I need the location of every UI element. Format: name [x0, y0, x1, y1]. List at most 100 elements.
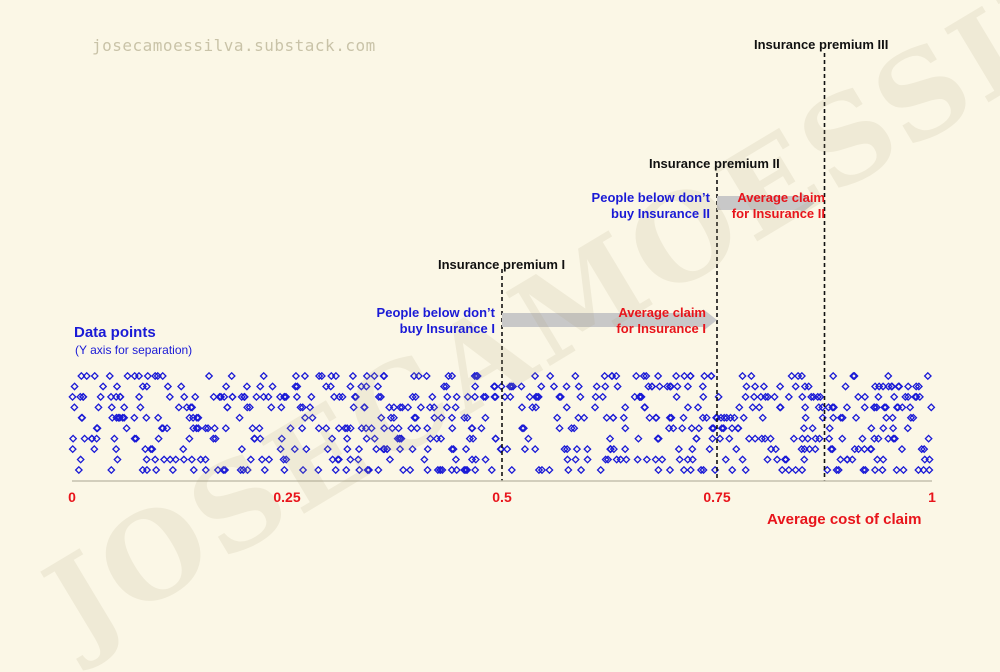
data-point [260, 465, 269, 475]
data-point [878, 382, 888, 391]
data-point [77, 371, 86, 381]
data-point [463, 392, 472, 402]
data-point [94, 403, 103, 412]
data-point [651, 455, 660, 464]
avg-i-line2: for Insurance I [616, 321, 706, 336]
data-point [719, 424, 728, 433]
data-point [373, 382, 383, 391]
data-point [248, 424, 257, 433]
data-point [537, 382, 546, 391]
data-point [673, 382, 682, 391]
data-point [452, 392, 461, 402]
data-point [518, 424, 527, 433]
data-point [362, 371, 372, 381]
data-point [314, 371, 324, 381]
data-point [842, 403, 852, 412]
data-point [496, 444, 505, 454]
data-point [298, 403, 307, 412]
data-point [609, 444, 618, 454]
data-point [396, 403, 405, 412]
data-point [564, 465, 573, 475]
data-point [317, 371, 326, 381]
data-point [828, 444, 837, 454]
data-point [669, 424, 678, 433]
below-ii-line2: buy Insurance II [611, 206, 710, 221]
data-point [314, 465, 323, 475]
data-point [292, 392, 302, 402]
data-point [755, 403, 764, 412]
data-point [849, 371, 858, 381]
data-point [766, 444, 776, 454]
data-point [678, 424, 687, 433]
data-point [530, 371, 540, 381]
data-point [797, 444, 806, 454]
data-point [665, 465, 675, 475]
data-point [674, 444, 683, 454]
data-point [209, 434, 218, 443]
data-point [545, 465, 554, 475]
data-point [490, 392, 499, 402]
data-point [277, 434, 286, 443]
data-point [192, 424, 201, 433]
data-point [394, 424, 403, 433]
data-point [243, 403, 252, 412]
data-point [727, 424, 737, 433]
data-point [841, 382, 850, 391]
data-point [517, 382, 526, 391]
data-point [192, 413, 202, 422]
data-point [537, 465, 547, 475]
data-point [760, 434, 770, 443]
data-point [645, 413, 654, 422]
data-point [442, 403, 452, 412]
data-point [850, 444, 859, 454]
data-point [385, 455, 395, 464]
data-point [621, 424, 630, 433]
data-point [859, 465, 868, 475]
data-point [179, 444, 188, 454]
data-point [451, 403, 460, 412]
data-point [571, 371, 580, 381]
data-point [742, 382, 751, 391]
data-point [574, 382, 583, 391]
data-point [377, 413, 386, 422]
data-point [470, 392, 480, 402]
data-point [555, 392, 564, 402]
data-point [346, 424, 355, 433]
data-point [808, 424, 817, 433]
data-point [721, 455, 730, 464]
data-point [220, 465, 230, 475]
data-point [468, 434, 478, 443]
data-point [927, 403, 936, 412]
data-point [780, 455, 790, 464]
data-point [142, 413, 151, 422]
data-point [293, 382, 302, 391]
data-point [403, 403, 413, 412]
data-point [447, 413, 457, 422]
data-point [567, 424, 576, 433]
data-point [399, 465, 408, 475]
data-point [838, 413, 847, 422]
data-point [187, 455, 196, 464]
data-point [216, 392, 226, 402]
data-point [68, 444, 77, 454]
data-point [531, 392, 541, 402]
data-point [888, 413, 897, 422]
data-point [357, 424, 366, 433]
data-point [634, 434, 643, 443]
data-point [471, 382, 480, 391]
data-point [290, 444, 299, 454]
data-point [98, 382, 108, 391]
data-point [92, 434, 101, 443]
data-point [803, 434, 812, 443]
data-point [437, 413, 446, 422]
data-point [759, 382, 769, 391]
data-point [267, 403, 276, 412]
data-point [380, 371, 389, 381]
data-point [182, 403, 191, 412]
data-point [686, 371, 695, 381]
data-point [380, 424, 389, 433]
data-point [889, 424, 898, 433]
data-point [395, 444, 405, 454]
data-point [738, 371, 747, 381]
data-point [825, 434, 834, 443]
